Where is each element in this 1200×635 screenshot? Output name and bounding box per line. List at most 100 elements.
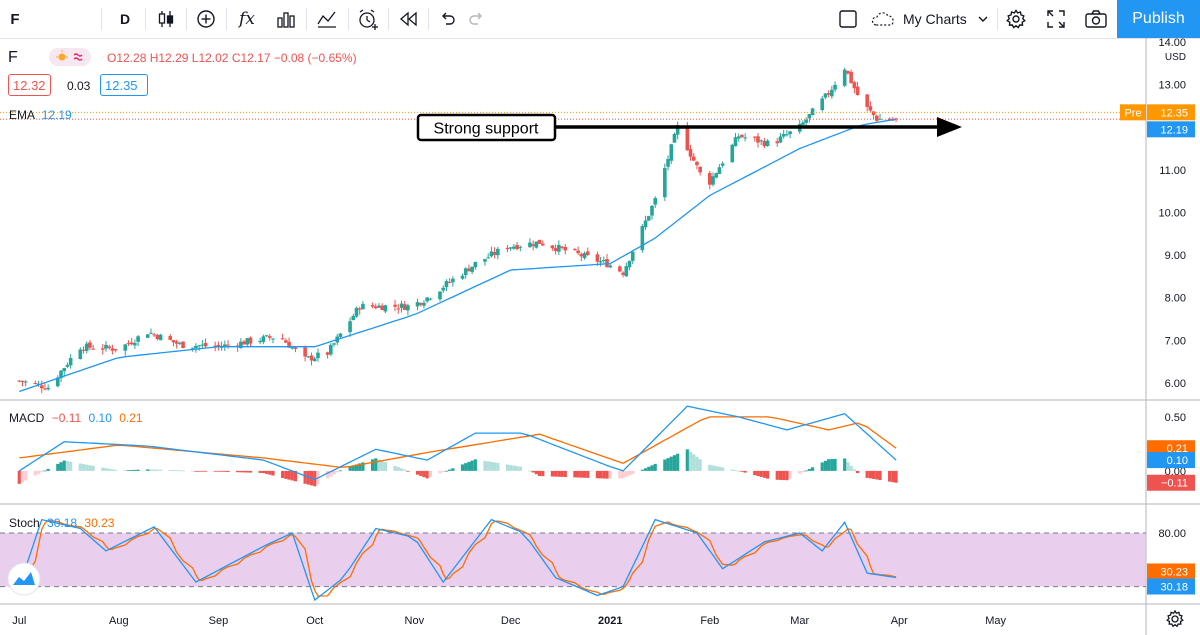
candle-body (361, 303, 365, 310)
price-axis[interactable]: 14.0013.0012.0011.0010.009.008.007.006.0… (1158, 38, 1186, 390)
candle-body (203, 343, 208, 347)
candle-body (168, 336, 173, 340)
macd-histogram-bar (685, 449, 689, 471)
chart-canvas[interactable]: 14.0013.0012.0011.0010.009.008.007.006.0… (0, 38, 1200, 635)
candle-body (290, 347, 295, 349)
macd-histogram-bar (711, 465, 715, 471)
candle (84, 341, 89, 354)
candle-body (190, 347, 195, 349)
alert-templates-button[interactable] (312, 0, 342, 38)
undo-button[interactable] (434, 0, 460, 38)
candle (447, 277, 452, 284)
tradingview-logo[interactable] (7, 562, 41, 596)
square-icon (839, 10, 857, 28)
candle-body (306, 356, 311, 358)
ema-legend[interactable]: EMA 12.19 (9, 108, 72, 122)
macd-histogram-bar (653, 463, 657, 471)
candle-body (512, 246, 516, 249)
candle (762, 137, 767, 148)
candle-body (126, 343, 131, 345)
macd-legend[interactable]: MACD −0.11 0.10 0.21 (9, 411, 143, 425)
stoch-legend[interactable]: Stoch 30.18 30.23 (9, 516, 114, 530)
macd-histogram-bar (663, 459, 667, 471)
fullscreen-button[interactable] (1042, 0, 1070, 38)
market-status-badge[interactable] (49, 48, 91, 66)
candle (553, 244, 558, 255)
candle-body (303, 347, 307, 357)
candle-body (624, 266, 629, 277)
candle-body (810, 108, 815, 116)
price-tick-label: 8.00 (1165, 293, 1186, 305)
macd-signal-line (19, 416, 897, 468)
macd-histogram-bar (114, 469, 118, 471)
macd-histogram-bar (470, 460, 474, 471)
candle (155, 333, 160, 341)
alert-button[interactable] (354, 0, 382, 38)
candle (605, 253, 609, 268)
candle-body (110, 348, 115, 351)
toolbar-divider (306, 8, 307, 30)
candle (534, 241, 539, 249)
candle-body (422, 302, 426, 306)
candle (200, 339, 205, 349)
my-charts-dropdown[interactable]: My Charts (870, 0, 998, 38)
candle-body (618, 266, 622, 272)
candle (370, 302, 375, 309)
templates-button[interactable] (272, 0, 300, 38)
settings-button[interactable] (1002, 0, 1030, 38)
candle-body (351, 315, 356, 320)
sell-price-button[interactable]: 12.32 (8, 74, 51, 96)
macd-histogram-bar (608, 470, 612, 479)
candle-body (553, 248, 558, 251)
chart-type-button[interactable] (152, 0, 180, 38)
time-axis[interactable]: Jul Aug Sep Oct Nov Dec 2021 Feb Mar Apr May (12, 615, 1006, 627)
candle-body (23, 381, 28, 383)
replay-button[interactable] (394, 0, 422, 38)
candle (691, 153, 696, 162)
compare-button[interactable] (192, 0, 220, 38)
macd-histogram-bar (891, 470, 895, 483)
macd-histogram-bar (203, 470, 208, 472)
candle-body (842, 69, 847, 86)
candle-body (171, 340, 176, 343)
candle (486, 253, 490, 259)
interval-button[interactable]: D (119, 11, 131, 27)
toolbar-divider (997, 8, 998, 30)
macd-tick-label: 0.50 (1165, 412, 1186, 424)
candle-body (496, 248, 500, 256)
macd-histogram-bar (505, 464, 510, 471)
buy-price-button[interactable]: 12.35 (100, 74, 148, 96)
macd-histogram-bar (149, 469, 153, 471)
candle-body (396, 308, 401, 310)
stoch-band (0, 533, 1146, 587)
symbol-search-button[interactable]: F (10, 10, 20, 28)
publish-button[interactable]: Publish (1117, 0, 1200, 38)
candle (627, 260, 632, 271)
macd-histogram-bar (155, 469, 159, 471)
support-annotation[interactable]: Strong support (416, 113, 962, 142)
macd-histogram-bar (605, 470, 609, 479)
redo-button[interactable] (464, 0, 490, 38)
macd-histogram-bar (332, 470, 336, 475)
candle (380, 303, 384, 311)
candle (740, 134, 744, 139)
macd-histogram-bar (788, 470, 792, 479)
macd-histogram-bar (766, 470, 770, 479)
stoch-pane: 80.00 30.23 30.18 (0, 518, 1195, 602)
candle-body (695, 161, 699, 166)
candle-body (765, 140, 770, 146)
candle (640, 223, 645, 253)
ema-legend-name: EMA (9, 108, 35, 122)
candle (181, 341, 185, 349)
support-arrow-head (937, 117, 962, 137)
layout-button[interactable] (834, 0, 862, 38)
candle (46, 384, 50, 391)
candle-body (846, 70, 850, 74)
time-axis-settings[interactable] (1166, 609, 1184, 628)
pre-price-tag-label: 12.35 (1160, 107, 1188, 119)
candle (267, 334, 272, 341)
indicators-button[interactable]: fx (239, 9, 255, 29)
snapshot-button[interactable] (1082, 0, 1110, 38)
candle (624, 262, 629, 278)
macd-histogram-bar (281, 470, 285, 478)
